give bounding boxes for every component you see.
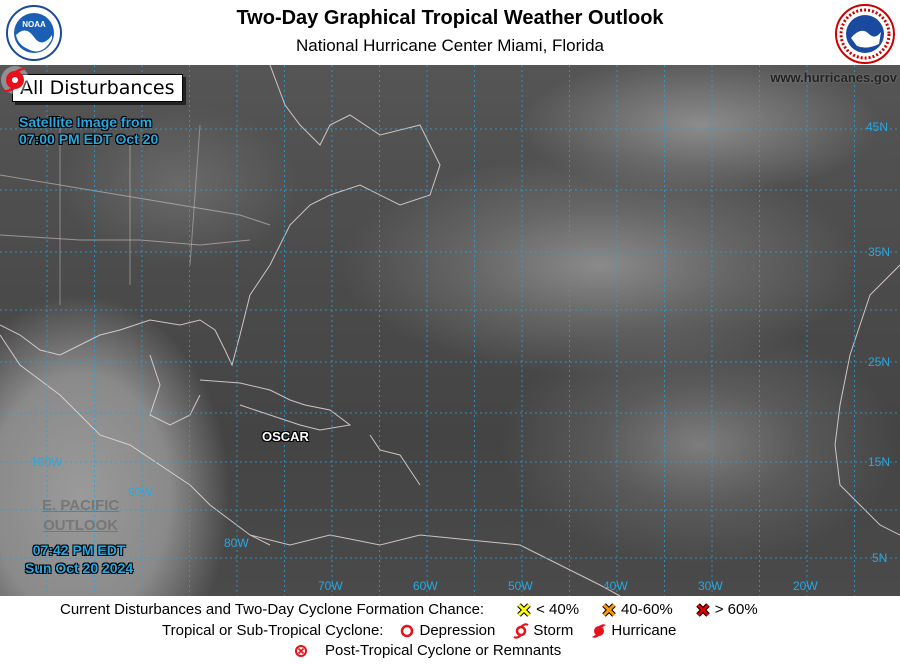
lon-label: 60W [413, 579, 438, 593]
legend-post-tropical: Post-Tropical Cyclone or Remnants [325, 642, 562, 659]
lat-label: 35N [868, 245, 891, 259]
page-title: Two-Day Graphical Tropical Weather Outlo… [236, 7, 664, 29]
lon-label: 100W [31, 455, 63, 469]
depression-icon [401, 624, 414, 637]
website-link[interactable]: www.hurricanes.gov [770, 70, 897, 85]
header: NOAA Two-Day Graphical Tropical Weather … [0, 0, 900, 65]
satellite-line2: 07:00 PM EDT Oct 20 [19, 131, 159, 147]
time-line2: Sun Oct 20 2024 [25, 560, 134, 576]
epac-line2: OUTLOOK [43, 517, 119, 534]
lon-label: 80W [224, 536, 249, 550]
lat-label: 5N [872, 551, 888, 565]
issue-time-label: 07:42 PM EDT Sun Oct 20 2024 [25, 541, 133, 577]
lat-label: 45N [866, 120, 889, 134]
lon-label: 20W [793, 579, 818, 593]
time-line1: 07:42 PM EDT [32, 542, 126, 558]
legend-chance-high: > 60% [714, 601, 758, 618]
hurricane-icon[interactable] [0, 65, 30, 95]
page-subtitle: National Hurricane Center Miami, Florida [295, 36, 604, 55]
legend: Current Disturbances and Two-Day Cyclone… [0, 596, 900, 665]
legend-cyclone-label: Tropical or Sub-Tropical Cyclone: [162, 622, 384, 639]
legend-depression: Depression [419, 622, 496, 639]
storm-icon [513, 622, 529, 639]
x-red-icon [695, 602, 710, 617]
storm-name-oscar[interactable]: OSCAR [262, 429, 309, 444]
legend-hurricane: Hurricane [611, 622, 677, 639]
legend-row-cyclones: Tropical or Sub-Tropical Cyclone: Depres… [162, 622, 676, 639]
view-label[interactable]: All Disturbances [12, 74, 183, 102]
epac-outlook-link[interactable]: E. PACIFIC OUTLOOK [42, 496, 119, 536]
legend-disturbance-label: Current Disturbances and Two-Day Cyclone… [60, 601, 485, 618]
legend-row-disturbances: Current Disturbances and Two-Day Cyclone… [60, 601, 758, 618]
x-yellow-icon [517, 602, 531, 617]
nws-logo[interactable] [835, 4, 895, 64]
lon-label: 90W [128, 485, 153, 499]
epac-line1: E. PACIFIC [42, 497, 120, 514]
lat-lon-grid [0, 65, 900, 596]
map-overlay [0, 65, 900, 596]
coastlines [0, 65, 900, 596]
legend-chance-low: < 40% [536, 601, 580, 618]
lat-label: 25N [868, 355, 891, 369]
lon-label: 40W [603, 579, 628, 593]
noaa-logo[interactable]: NOAA [6, 5, 62, 61]
x-orange-icon [602, 602, 616, 617]
satellite-map[interactable]: All Disturbances Satellite Image from 07… [0, 65, 900, 596]
legend-chance-medium: 40-60% [621, 601, 673, 618]
lon-label: 50W [508, 579, 533, 593]
legend-storm: Storm [533, 622, 574, 639]
lat-label: 15N [868, 455, 891, 469]
satellite-line1: Satellite Image from [19, 114, 153, 130]
lon-label: 70W [318, 579, 343, 593]
legend-row-post-tropical: Post-Tropical Cyclone or Remnants [293, 642, 561, 659]
post-tropical-icon [295, 644, 307, 657]
svg-text:NOAA: NOAA [22, 20, 46, 29]
satellite-time-label: Satellite Image from 07:00 PM EDT Oct 20 [19, 114, 158, 148]
lon-label: 30W [698, 579, 723, 593]
hurricane-icon [592, 623, 607, 638]
